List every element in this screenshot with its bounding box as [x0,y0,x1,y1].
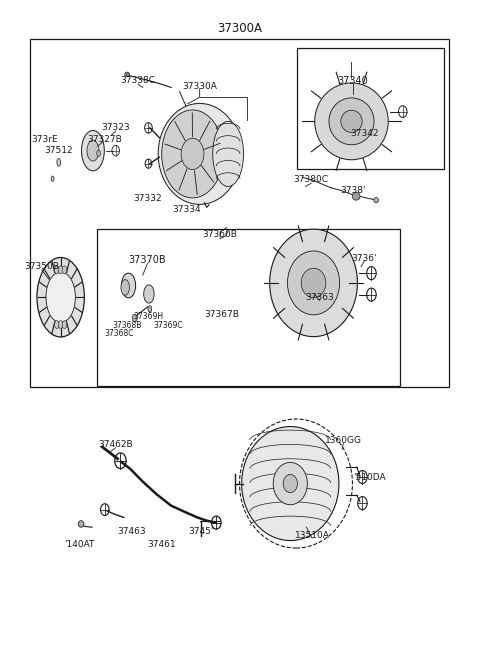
Ellipse shape [301,268,326,298]
Ellipse shape [121,273,136,298]
Text: 37332: 37332 [133,194,162,203]
Ellipse shape [57,158,60,166]
Ellipse shape [148,306,152,312]
Bar [30,39,449,387]
Text: 37369C: 37369C [153,321,183,330]
Text: 37367B: 37367B [204,309,240,319]
Text: 3738': 3738' [340,186,366,195]
Ellipse shape [46,272,75,323]
Ellipse shape [55,321,59,328]
Ellipse shape [125,72,130,77]
Text: 373rE: 373rE [31,135,58,144]
Ellipse shape [87,140,99,161]
Ellipse shape [96,150,100,156]
Ellipse shape [78,521,84,527]
Text: 37368C: 37368C [104,329,134,338]
Ellipse shape [352,193,360,200]
Text: 37461: 37461 [147,540,176,549]
Ellipse shape [51,176,54,181]
Ellipse shape [144,285,154,303]
Ellipse shape [82,131,104,171]
Ellipse shape [374,198,379,203]
Ellipse shape [315,83,388,160]
Text: 37512: 37512 [45,146,73,155]
Text: 37350B: 37350B [24,262,59,271]
Text: 37300A: 37300A [217,22,263,35]
Ellipse shape [58,266,63,274]
Text: 37463: 37463 [118,528,146,536]
Text: 37334: 37334 [172,205,201,214]
Ellipse shape [288,251,340,315]
Text: 13510A: 13510A [295,531,330,540]
Text: 37360B: 37360B [203,229,238,238]
Ellipse shape [341,110,362,133]
Ellipse shape [329,98,374,145]
Ellipse shape [62,266,67,274]
Text: 37338C: 37338C [120,76,156,85]
Ellipse shape [132,314,137,322]
Text: 3736': 3736' [351,254,377,263]
Text: 37340: 37340 [337,76,368,86]
Bar [297,49,444,169]
Ellipse shape [181,138,204,170]
Ellipse shape [158,103,241,204]
Ellipse shape [55,266,59,274]
Text: 37462B: 37462B [98,440,133,449]
Ellipse shape [273,463,307,505]
Ellipse shape [121,280,130,295]
Ellipse shape [270,229,358,336]
Text: 37327B: 37327B [87,135,122,144]
Text: 37368B: 37368B [112,321,142,330]
Bar [96,229,400,386]
Text: '510DA: '510DA [353,472,385,482]
Text: 1360GG: 1360GG [325,436,362,445]
Ellipse shape [58,321,63,328]
Ellipse shape [62,321,67,328]
Text: 3745': 3745' [189,528,214,536]
Ellipse shape [162,110,223,198]
Text: '140AT: '140AT [64,540,95,549]
Ellipse shape [283,474,298,493]
Ellipse shape [213,122,243,187]
Text: 37363: 37363 [305,293,334,302]
Text: 37342: 37342 [350,129,379,137]
Text: 37330A: 37330A [182,81,217,91]
Text: 37323: 37323 [101,124,130,132]
Ellipse shape [241,426,339,541]
Text: 37380C: 37380C [294,175,329,185]
Text: 37370B: 37370B [129,255,166,265]
Text: 37369H: 37369H [134,312,164,321]
Ellipse shape [37,258,84,337]
